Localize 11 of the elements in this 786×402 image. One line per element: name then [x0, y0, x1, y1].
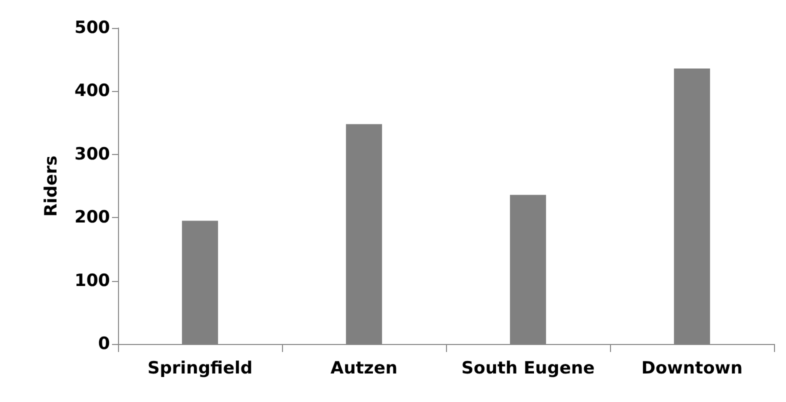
x-tick-label: South Eugene [461, 358, 595, 378]
x-tick-label: Springfield [147, 358, 253, 378]
y-tick-label: 0 [98, 334, 110, 354]
y-tick-label: 100 [74, 270, 110, 291]
y-tick-label: 200 [74, 208, 110, 228]
x-tick-label: Autzen [330, 358, 398, 378]
x-tick-label: Downtown [641, 358, 743, 378]
y-tick-label: 300 [74, 144, 110, 164]
y-tick-label: 500 [74, 18, 110, 38]
y-axis-title: Riders [42, 155, 62, 217]
y-tick-label: 400 [74, 81, 110, 102]
